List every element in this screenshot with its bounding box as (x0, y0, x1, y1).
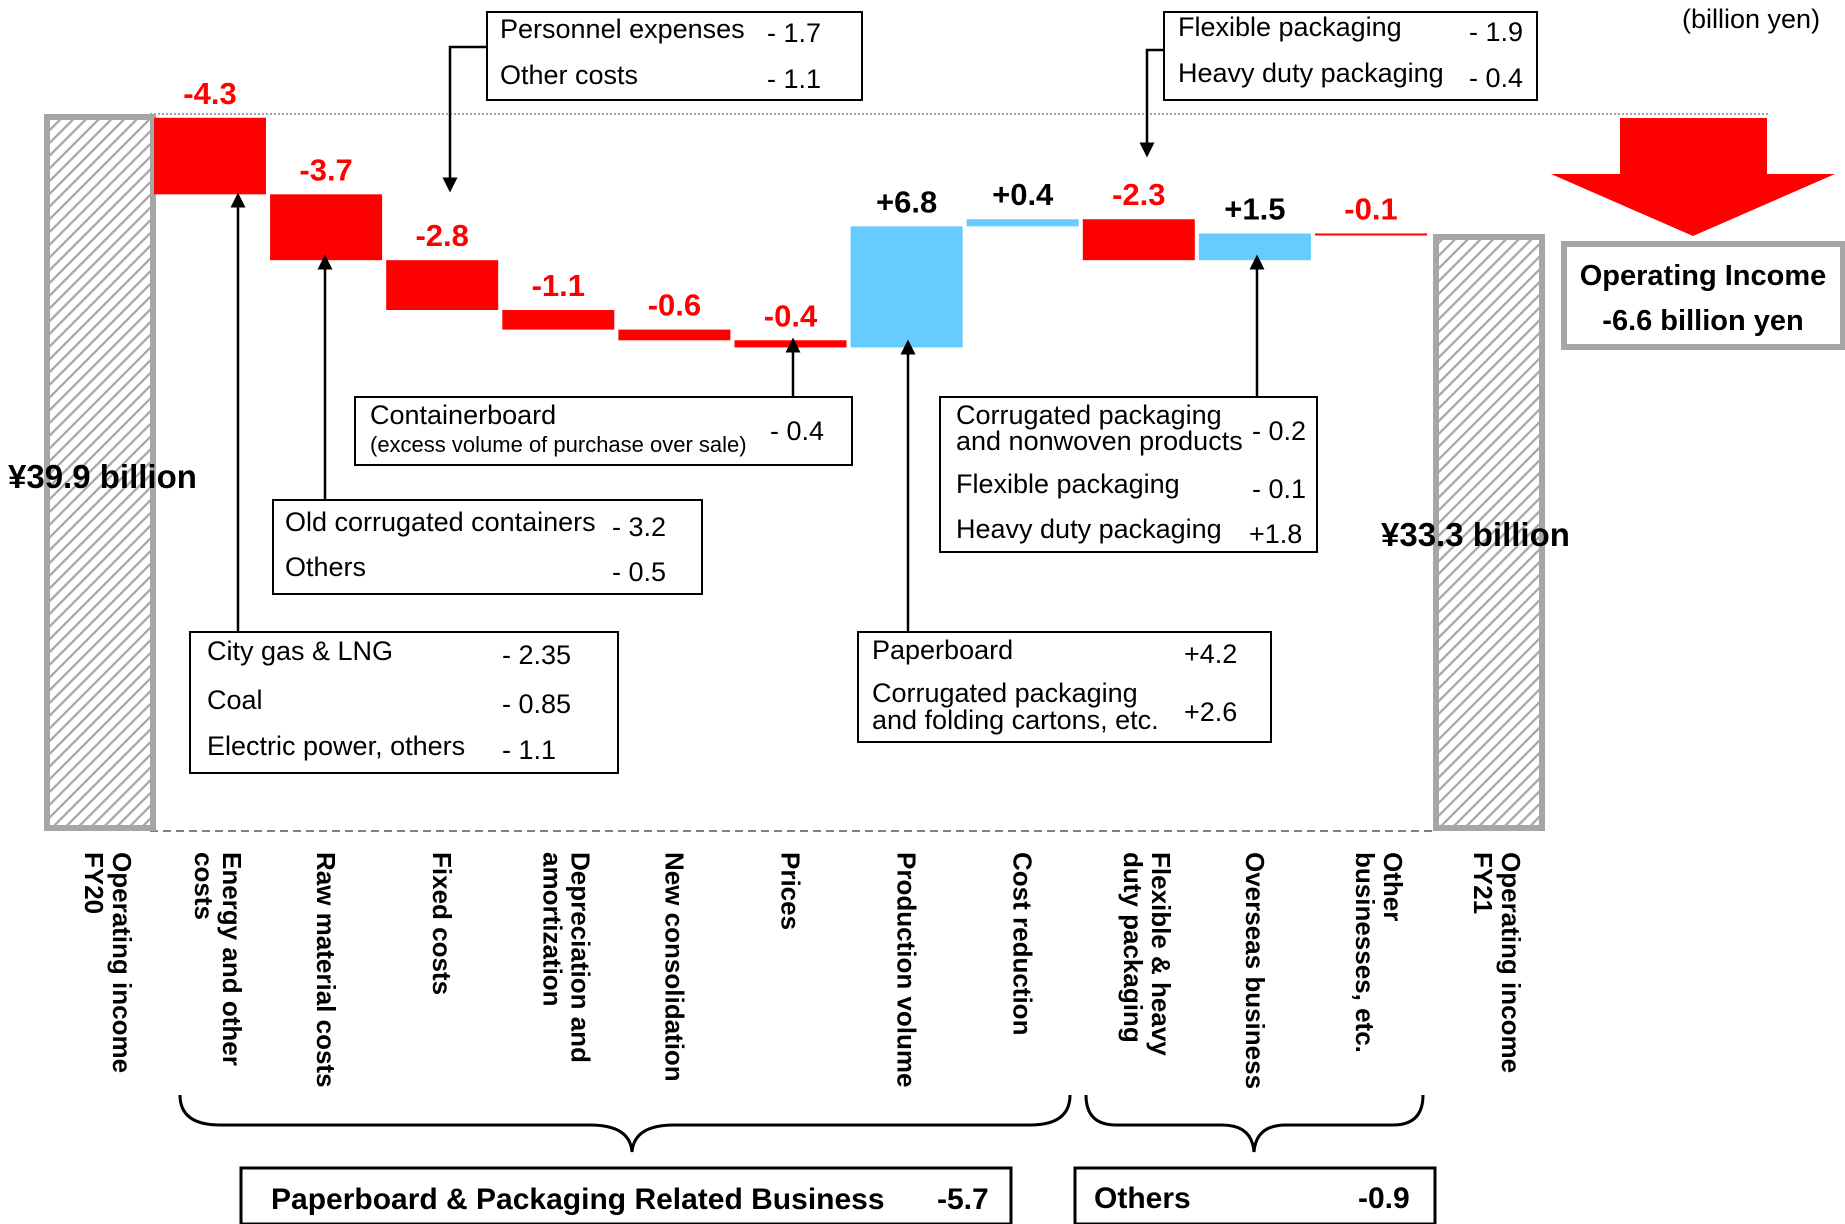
category-label-5: New consolidation (659, 852, 689, 1082)
svg-text:Personnel expenses: Personnel expenses (500, 14, 745, 44)
svg-text:- 1.9: - 1.9 (1469, 17, 1523, 47)
svg-text:Paperboard: Paperboard (872, 635, 1013, 665)
category-label-11: Otherbusinesses, etc. (1350, 852, 1408, 1053)
arrow-flexible (1139, 48, 1164, 158)
svg-text:- 0.2: - 0.2 (1252, 416, 1306, 446)
breakdown-raw: Old corrugated containers - 3.2 Others -… (272, 499, 703, 595)
svg-text:- 1.1: - 1.1 (767, 64, 821, 94)
svg-text:- 1.7: - 1.7 (767, 18, 821, 48)
decrease-arrow (1551, 118, 1835, 236)
svg-text:Flexible packaging: Flexible packaging (956, 469, 1180, 499)
svg-text:- 0.4: - 0.4 (770, 416, 824, 446)
end-total-label: ¥33.3 billion (1381, 516, 1570, 553)
breakdown-energy: City gas & LNG - 2.35 Coal - 0.85 Electr… (189, 631, 619, 774)
svg-text:- 0.1: - 0.1 (1252, 474, 1306, 504)
category-label-0: Operating incomeFY20 (79, 852, 137, 1073)
value-label-7: +0.4 (992, 177, 1054, 212)
category-label-2: Raw material costs (311, 852, 341, 1088)
svg-text:- 1.1: - 1.1 (502, 735, 556, 765)
breakdown-fixed: Personnel expenses - 1.7 Other costs - 1… (486, 11, 863, 101)
category-label-3: Fixed costs (427, 852, 457, 995)
summary-line2: -6.6 billion yen (1602, 305, 1803, 337)
value-label-1: -3.7 (299, 152, 352, 187)
bar-flexible-heavy-duty-packaging (1082, 219, 1195, 261)
svg-text:City gas & LNG: City gas & LNG (207, 636, 393, 666)
svg-text:- 3.2: - 3.2 (612, 512, 666, 542)
svg-text:Corrugated packaging: Corrugated packaging (872, 678, 1138, 708)
value-label-5: -0.4 (764, 298, 818, 333)
group-box-paperboard (239, 1166, 1013, 1224)
value-label-2: -2.8 (415, 218, 468, 253)
bar-overseas-business (1198, 233, 1311, 261)
svg-text:Others: Others (285, 552, 366, 582)
group-label-paperboard: Paperboard & Packaging Related Business (271, 1183, 885, 1216)
breakdown-prices: Containerboard (excess volume of purchas… (354, 396, 853, 466)
value-label-3: -1.1 (532, 268, 585, 303)
svg-text:(excess volume of purchase ove: (excess volume of purchase over sale) (370, 432, 747, 457)
bar-fixed-costs (386, 260, 499, 311)
breakdown-production: Paperboard +4.2 Corrugated packaging and… (857, 631, 1272, 743)
svg-text:+1.8: +1.8 (1249, 519, 1302, 549)
category-label-4: Depreciation andamortization (537, 852, 595, 1063)
bar-total-fy20 (44, 114, 156, 831)
bar-depreciation-and-amortization (502, 310, 615, 330)
value-label-6: +6.8 (876, 184, 937, 219)
category-label-1: Energy and othercosts (189, 852, 247, 1066)
category-label-12: Operating incomeFY21 (1468, 852, 1526, 1073)
svg-text:- 2.35: - 2.35 (502, 640, 571, 670)
category-label-8: Cost reduction (1008, 852, 1038, 1035)
svg-text:Old corrugated containers: Old corrugated containers (285, 507, 596, 537)
arrow-fixed (442, 45, 487, 193)
bar-cost-reduction (966, 219, 1079, 227)
svg-text:Electric power, others: Electric power, others (207, 731, 465, 761)
value-label-9: +1.5 (1224, 191, 1285, 226)
svg-text:+2.6: +2.6 (1184, 697, 1237, 727)
start-total-label: ¥39.9 billion (8, 458, 197, 495)
value-label-10: -0.1 (1344, 191, 1397, 226)
svg-text:Coal: Coal (207, 685, 263, 715)
svg-text:and nonwoven products: and nonwoven products (956, 426, 1243, 456)
group-box-others (1073, 1166, 1437, 1224)
brace-paperboard (178, 1094, 1072, 1153)
bar-raw-material-costs (270, 194, 383, 261)
breakdown-flexible: Flexible packaging - 1.9 Heavy duty pack… (1163, 11, 1538, 101)
unit-note: (billion yen) (1682, 4, 1820, 34)
svg-text:Corrugated packaging: Corrugated packaging (956, 400, 1222, 430)
group-value-others: -0.9 (1358, 1182, 1410, 1215)
summary-box (1561, 241, 1845, 350)
group-label-others: Others (1094, 1182, 1191, 1215)
breakdown-overseas: Corrugated packaging and nonwoven produc… (939, 396, 1318, 553)
bar-energy-and-other-costs (154, 117, 266, 195)
bar-prices (734, 340, 847, 348)
svg-text:and folding cartons, etc.: and folding cartons, etc. (872, 705, 1159, 735)
bar-total-fy21 (1433, 234, 1545, 831)
category-label-9: Flexible & heavyduty packaging (1118, 852, 1176, 1056)
category-label-6: Prices (776, 852, 806, 930)
bar-production-volume (850, 226, 963, 348)
group-value-paperboard: -5.7 (937, 1183, 989, 1216)
value-label-4: -0.6 (648, 288, 701, 323)
value-label-0: -4.3 (183, 76, 236, 111)
svg-text:- 0.4: - 0.4 (1469, 63, 1523, 93)
category-label-10: Overseas business (1240, 852, 1270, 1089)
value-label-8: -2.3 (1112, 177, 1165, 212)
summary-line1: Operating Income (1580, 260, 1827, 292)
bar-other-businesses-etc (1315, 233, 1427, 236)
svg-text:- 0.85: - 0.85 (502, 689, 571, 719)
category-label-7: Production volume (892, 852, 922, 1087)
svg-text:Heavy duty packaging: Heavy duty packaging (956, 514, 1222, 544)
svg-text:Other costs: Other costs (500, 60, 638, 90)
bar-new-consolidation (618, 329, 731, 341)
svg-text:Heavy duty packaging: Heavy duty packaging (1178, 58, 1444, 88)
svg-text:Flexible packaging: Flexible packaging (1178, 12, 1402, 42)
svg-text:Containerboard: Containerboard (370, 400, 556, 430)
svg-text:+4.2: +4.2 (1184, 639, 1237, 669)
brace-others (1084, 1094, 1425, 1153)
svg-text:- 0.5: - 0.5 (612, 557, 666, 587)
